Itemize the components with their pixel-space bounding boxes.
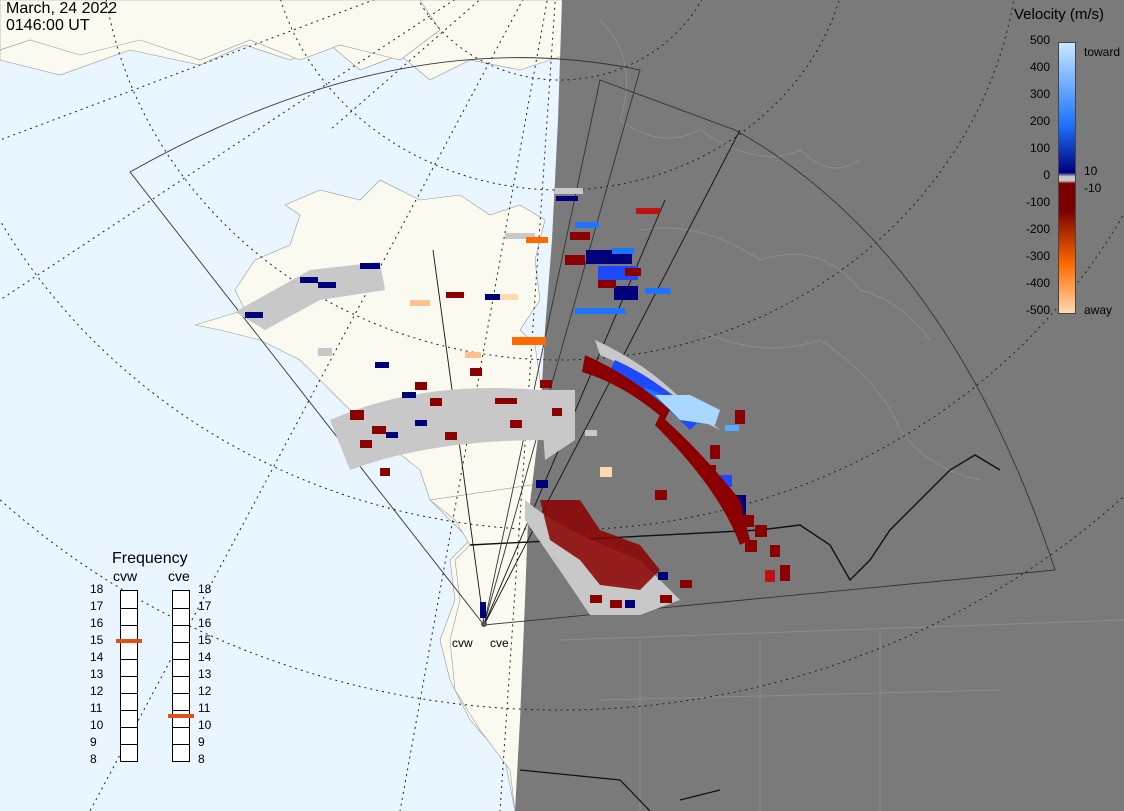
date-label: March, 24 2022 <box>6 0 118 17</box>
land-arctic-islands <box>0 0 441 61</box>
velocity-away-label: away <box>1084 303 1113 317</box>
frequency-level-label: 12 <box>90 684 104 698</box>
great-lakes-border <box>469 454 1001 582</box>
velocity-tick: -200 <box>1025 222 1050 236</box>
frequency-level-label: 16 <box>198 616 212 630</box>
radar-site-marker <box>481 621 487 627</box>
frequency-grid-line <box>121 710 137 711</box>
frequency-grid-line <box>173 625 189 626</box>
frequency-level-label: 14 <box>198 650 212 664</box>
velocity-scale-title: Velocity (m/s) <box>1014 6 1105 23</box>
night-coastlines <box>559 19 1124 811</box>
frequency-grid-line <box>121 608 137 609</box>
velocity-near-zero-neg: -10 <box>1084 181 1102 195</box>
velocity-near-zero-pos: 10 <box>1084 164 1098 178</box>
away-velocity-cells <box>350 208 790 608</box>
us-mexico-border <box>519 769 721 811</box>
frequency-level-label: 13 <box>90 667 104 681</box>
radar-label-cvw: cvw <box>452 636 473 650</box>
frequency-level-label: 10 <box>90 718 104 732</box>
frequency-level-label: 18 <box>90 582 104 596</box>
frequency-level-label: 17 <box>90 599 104 613</box>
land-alaska-canada <box>0 0 566 811</box>
frequency-grid-line <box>121 676 137 677</box>
cvw-frequency-marker <box>116 639 142 643</box>
freq-radar-cve: cve <box>168 568 190 584</box>
time-label: 0146:00 UT <box>6 17 90 34</box>
velocity-tick: -300 <box>1025 249 1050 263</box>
frequency-level-label: 13 <box>198 667 212 681</box>
velocity-tick: -400 <box>1025 276 1050 290</box>
velocity-colorbar <box>1058 42 1076 314</box>
frequency-grid-line <box>121 693 137 694</box>
freq-radar-cvw: cvw <box>113 568 138 584</box>
velocity-tick: 500 <box>1029 33 1050 47</box>
night-terminator <box>515 0 1124 811</box>
frequency-grid-line <box>173 642 189 643</box>
frequency-level-label: 11 <box>90 701 103 715</box>
frequency-grid-line <box>173 659 189 660</box>
frequency-grid-line <box>173 710 189 711</box>
frequency-grid-line <box>121 659 137 660</box>
frequency-level-label: 17 <box>198 599 212 613</box>
frequency-level-label: 8 <box>90 752 97 766</box>
frequency-title: Frequency <box>112 550 188 567</box>
velocity-toward-label: toward <box>1084 45 1121 59</box>
velocity-tick: 100 <box>1029 141 1050 155</box>
radar-fov-outlines <box>129 57 1056 626</box>
velocity-tick: 200 <box>1029 114 1050 128</box>
velocity-tick: 400 <box>1029 60 1050 74</box>
frequency-level-label: 14 <box>90 650 104 664</box>
frequency-level-label: 16 <box>90 616 104 630</box>
frequency-grid-line <box>173 744 189 745</box>
frequency-level-label: 10 <box>198 718 212 732</box>
frequency-grid-line <box>173 693 189 694</box>
velocity-tick: -500 <box>1025 303 1050 317</box>
frequency-grid-line <box>173 727 189 728</box>
frequency-grid-line <box>121 744 137 745</box>
frequency-grid-line <box>173 676 189 677</box>
frequency-level-label: 18 <box>198 582 212 596</box>
frequency-level-label: 15 <box>90 633 104 647</box>
frequency-grid-line <box>173 608 189 609</box>
frequency-level-label: 9 <box>198 735 205 749</box>
cve-frequency-marker <box>168 713 194 718</box>
radar-label-cve: cve <box>490 636 509 650</box>
frequency-grid-line <box>121 625 137 626</box>
toward-velocity-cells <box>245 196 746 618</box>
velocity-tick: 0 <box>1043 168 1050 182</box>
cvw-frequency-column <box>120 590 138 762</box>
velocity-tick: -100 <box>1025 195 1050 209</box>
frequency-level-label: 12 <box>198 684 212 698</box>
cve-frequency-column <box>172 590 190 762</box>
velocity-tick: 300 <box>1029 87 1050 101</box>
frequency-level-label: 11 <box>198 701 211 715</box>
frequency-grid-line <box>121 727 137 728</box>
frequency-level-label: 8 <box>198 752 205 766</box>
frequency-level-label: 9 <box>90 735 97 749</box>
frequency-level-label: 15 <box>198 633 212 647</box>
